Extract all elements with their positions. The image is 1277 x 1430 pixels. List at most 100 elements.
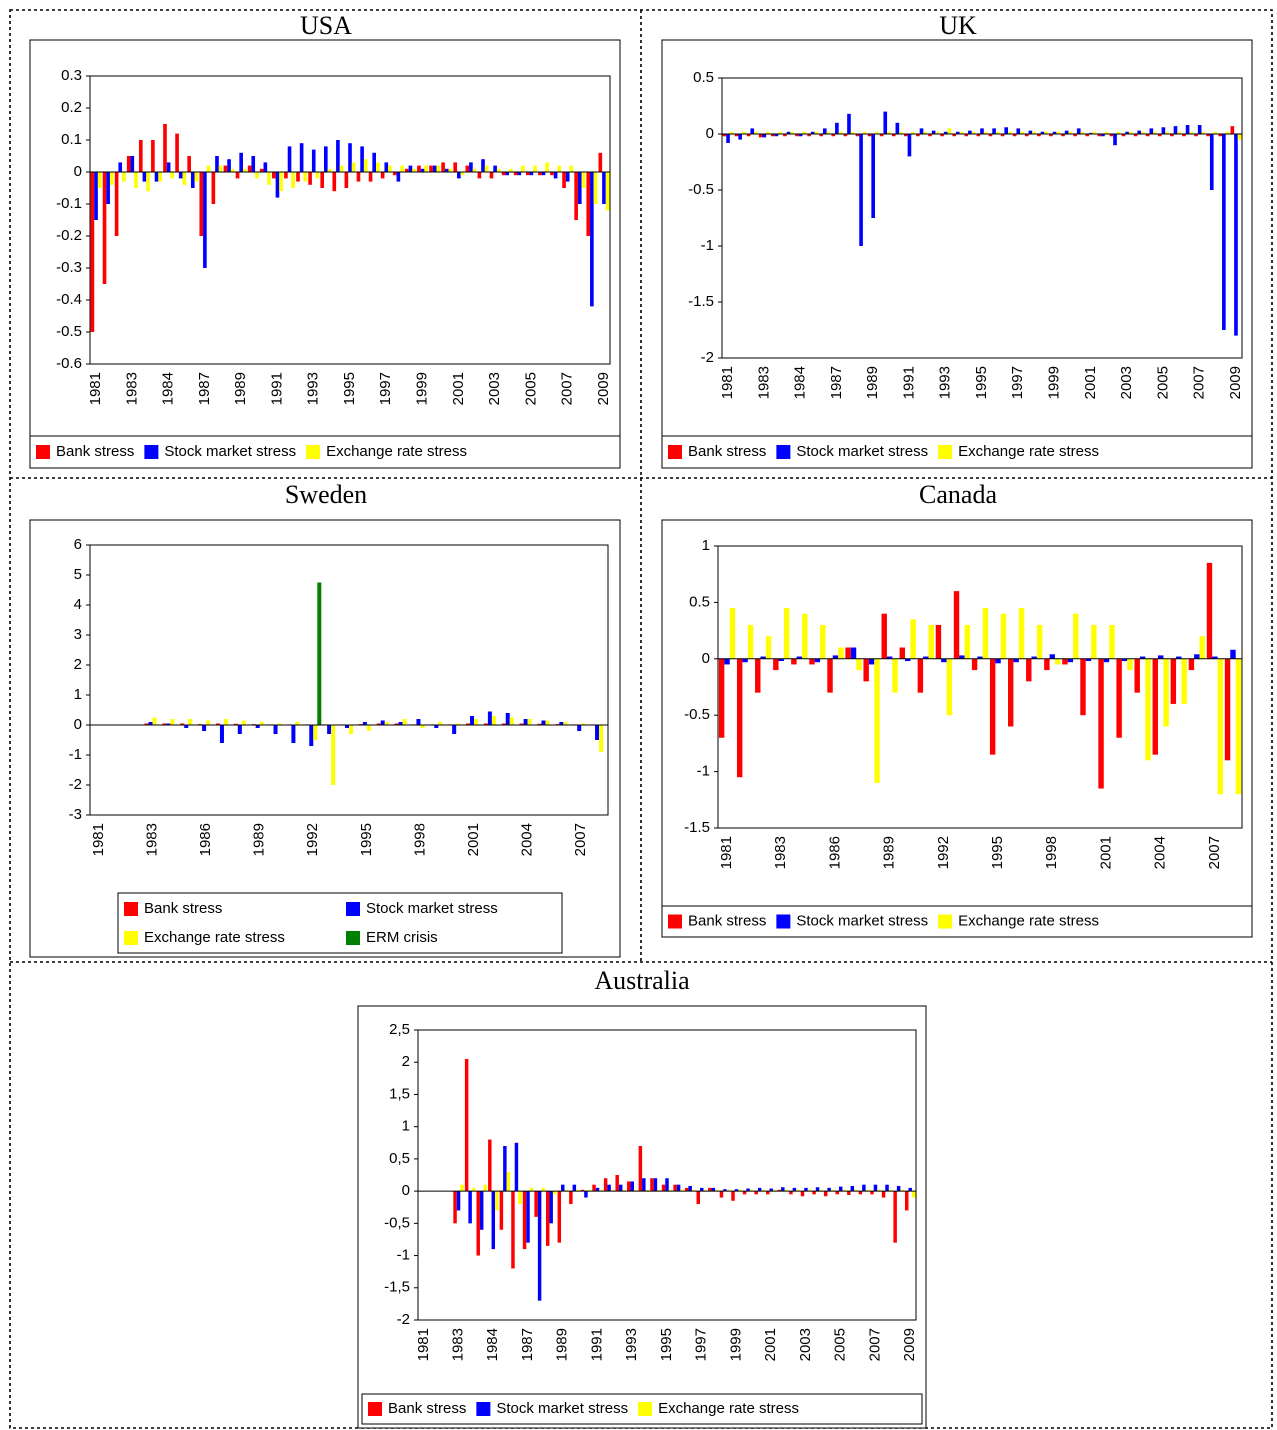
bar: [194, 172, 199, 182]
chart-title: Canada: [919, 480, 997, 509]
bar: [372, 152, 376, 172]
bar: [907, 134, 912, 157]
bar: [1230, 126, 1235, 134]
bar: [308, 172, 312, 185]
bar: [881, 613, 887, 659]
bar: [595, 1187, 600, 1192]
bar: [1064, 130, 1069, 134]
bar: [858, 1191, 863, 1195]
bar: [495, 1191, 499, 1211]
x-tick-label: 1989: [251, 823, 268, 856]
bar: [376, 162, 380, 172]
x-tick-label: 1981: [718, 836, 735, 869]
bar: [1145, 658, 1151, 761]
x-tick-label: 1983: [123, 372, 140, 405]
bar: [688, 1185, 692, 1192]
bar: [1067, 658, 1074, 663]
bar: [783, 134, 787, 137]
bar: [518, 1191, 522, 1204]
x-tick-label: 1999: [414, 372, 431, 405]
legend-label: Stock market stress: [796, 912, 928, 929]
bar: [453, 162, 458, 172]
y-tick-label: -2: [69, 776, 82, 793]
y-tick-label: -1.5: [684, 819, 710, 836]
bar: [581, 172, 586, 188]
x-tick-label: 2003: [797, 1328, 814, 1361]
bar: [673, 1184, 677, 1192]
y-tick-label: 0.5: [693, 69, 714, 86]
bar: [545, 720, 550, 725]
bar: [964, 624, 971, 659]
bar: [810, 131, 815, 134]
bar: [838, 1186, 843, 1192]
legend-swatch: [668, 445, 682, 459]
bar: [953, 591, 960, 659]
legend-label: Exchange rate stress: [958, 912, 1099, 929]
x-tick-label: 2001: [762, 1328, 779, 1361]
bar: [456, 1191, 461, 1211]
bar: [919, 128, 924, 134]
bar: [896, 1185, 901, 1192]
bar: [506, 1171, 511, 1192]
bar: [144, 723, 149, 725]
bar: [291, 172, 295, 188]
bar: [881, 1191, 886, 1198]
bar: [719, 1191, 724, 1198]
x-tick-label: 1984: [160, 372, 177, 405]
x-tick-label: 1987: [519, 1328, 536, 1361]
bar: [1040, 131, 1045, 134]
bar: [420, 168, 425, 172]
bar: [1134, 658, 1140, 693]
bar: [904, 134, 908, 137]
bar: [483, 1184, 487, 1192]
x-tick-label: 2001: [1082, 366, 1099, 399]
bar: [218, 165, 223, 172]
bar: [642, 1178, 646, 1192]
bar: [708, 1187, 712, 1192]
x-tick-label: 1983: [772, 836, 789, 869]
bar: [812, 1191, 816, 1195]
bar: [976, 134, 981, 137]
bar: [877, 1189, 881, 1192]
bar: [1181, 658, 1187, 704]
bar: [1224, 658, 1231, 761]
bar: [219, 725, 224, 743]
bar: [770, 134, 775, 137]
bar: [537, 1191, 542, 1301]
bar: [432, 165, 437, 172]
x-tick-label: 1995: [658, 1328, 675, 1361]
bar: [460, 172, 465, 176]
bar: [259, 168, 264, 172]
bar: [394, 723, 399, 725]
y-tick-label: -1,5: [384, 1279, 410, 1296]
bar: [835, 1191, 839, 1195]
legend-swatch: [776, 914, 791, 929]
bar: [691, 1189, 696, 1192]
bar: [964, 134, 969, 137]
y-tick-label: -1.5: [688, 293, 714, 310]
x-tick-label: 1981: [87, 372, 104, 405]
bar: [959, 655, 965, 659]
bar: [1121, 134, 1126, 137]
bar: [557, 165, 562, 172]
bar: [453, 1191, 457, 1224]
bar: [928, 134, 932, 137]
bar: [1121, 658, 1128, 662]
bar: [842, 1189, 846, 1192]
bar: [444, 168, 449, 172]
bar: [796, 656, 803, 659]
bar: [831, 134, 836, 137]
bar: [1222, 134, 1226, 330]
bar: [1199, 636, 1205, 659]
bar: [911, 1191, 916, 1198]
bar: [336, 140, 340, 172]
bar: [888, 1189, 893, 1192]
bar: [496, 168, 501, 172]
x-tick-label: 1981: [415, 1328, 432, 1361]
bar: [971, 131, 976, 134]
bar: [885, 1184, 889, 1192]
y-tick-label: -0.5: [684, 706, 710, 723]
x-tick-label: 2005: [832, 1328, 849, 1361]
bar: [408, 165, 413, 172]
bar: [1024, 134, 1029, 137]
